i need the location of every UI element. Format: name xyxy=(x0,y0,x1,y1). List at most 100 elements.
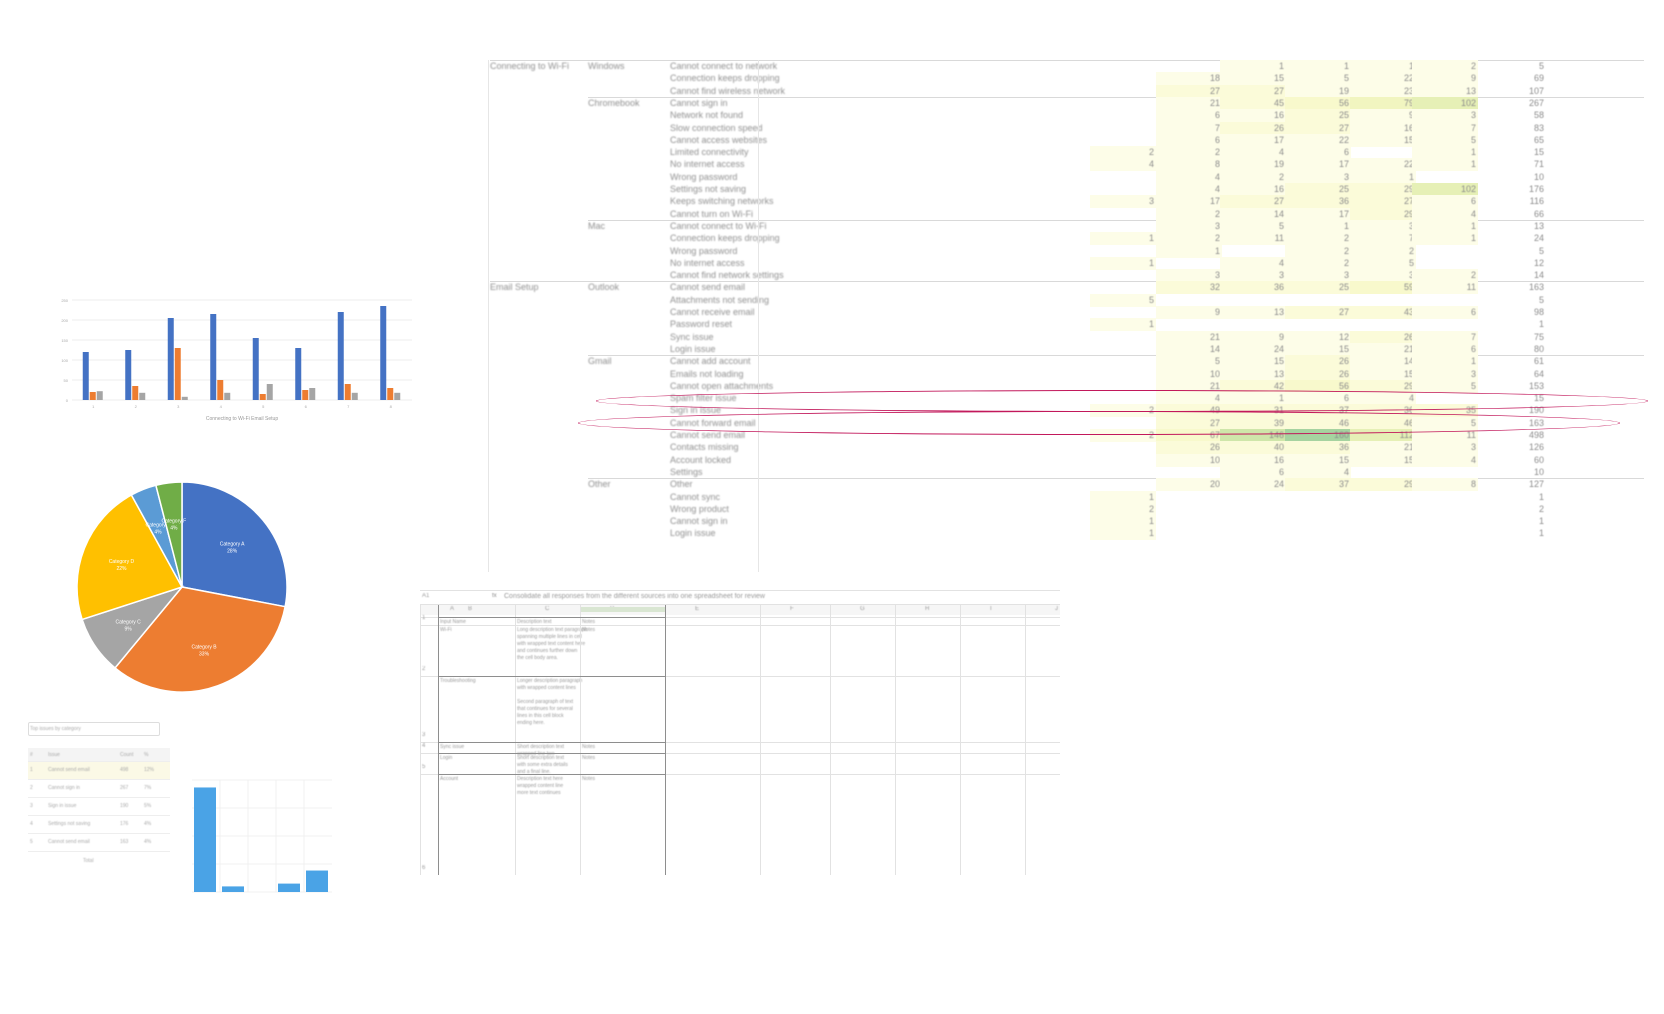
bar xyxy=(181,396,188,400)
pivot-value: 24 xyxy=(1533,233,1544,244)
pivot-row-label: Login issue xyxy=(670,343,716,354)
pivot-heat-cell xyxy=(1220,195,1286,209)
pivot-value: 14 xyxy=(1403,356,1414,367)
column-divider xyxy=(580,605,581,875)
pivot-value: 35 xyxy=(1465,405,1476,416)
pivot-heat-cell xyxy=(1350,232,1416,246)
pie-slice-label: Category F xyxy=(161,518,186,524)
pivot-value: 3 xyxy=(1470,110,1476,121)
summary-table-title: Top issues by category xyxy=(30,726,81,732)
bar xyxy=(167,318,174,400)
pivot-value: 6 xyxy=(1343,147,1349,158)
summary-cell: 5% xyxy=(144,803,152,809)
table-border xyxy=(438,774,665,775)
bar xyxy=(125,350,132,400)
pivot-subgroup-label: Mac xyxy=(588,220,606,231)
bar xyxy=(387,388,394,400)
summary-cell: Sign in issue xyxy=(48,803,77,809)
pivot-value: 26 xyxy=(1403,331,1414,342)
pivot-value: 5 xyxy=(1470,380,1476,391)
column-header-bar xyxy=(420,605,1060,615)
pivot-value: 14 xyxy=(1533,270,1544,281)
histogram-chart[interactable] xyxy=(188,770,338,905)
pie-slice-pct: 33% xyxy=(199,651,210,657)
pivot-heat-cell xyxy=(1220,269,1286,283)
pivot-value: 1 xyxy=(1470,220,1476,231)
cell-reference-box[interactable]: A1 xyxy=(422,593,430,599)
pie-slice-pct: 4% xyxy=(154,529,162,535)
bar-x-tick: 2 xyxy=(135,404,138,409)
pie-chart-canvas: Category A28% Category B33% Category C9% Ca… xyxy=(76,481,288,693)
column-header: F xyxy=(790,606,794,612)
pivot-heat-cell xyxy=(1285,306,1351,319)
pivot-value: 2 xyxy=(1470,61,1476,71)
pivot-value: 29 xyxy=(1403,380,1414,391)
pivot-value: 1 xyxy=(1148,233,1154,244)
pivot-value: 22 xyxy=(1403,73,1414,84)
pivot-value: 6 xyxy=(1470,196,1476,207)
pivot-value: 15 xyxy=(1338,454,1349,465)
pivot-row-label: Cannot send email xyxy=(670,282,746,293)
pivot-heat-cell xyxy=(1285,342,1351,356)
pivot-heat-cell xyxy=(1156,133,1222,147)
bar xyxy=(82,352,89,400)
pivot-divider xyxy=(588,478,1644,480)
pivot-row-label: No internet access xyxy=(670,159,745,170)
pivot-value: 13 xyxy=(1273,307,1284,317)
pivot-value: 36 xyxy=(1338,442,1349,453)
formula-bar[interactable]: Consolidate all responses from the diffe… xyxy=(504,593,765,600)
column-header: E xyxy=(695,606,700,612)
pivot-value: 43 xyxy=(1403,307,1414,317)
pivot-value: 11 xyxy=(1274,233,1284,244)
pivot-heat-cell xyxy=(1350,478,1416,492)
column-bar-chart[interactable]: 0 50 100 150 200 250 1 2 3 4 5 6 7 8 Connecting to Wi-… xyxy=(44,292,424,442)
pivot-divider xyxy=(588,355,1644,357)
pivot-value: 80 xyxy=(1533,343,1544,354)
pivot-group-label: Email Setup xyxy=(490,282,539,293)
column-divider xyxy=(515,605,516,875)
pivot-value: 29 xyxy=(1403,208,1414,219)
pivot-value: 17 xyxy=(1338,208,1349,219)
pivot-value: 27 xyxy=(1338,122,1349,133)
summary-header-cell: # xyxy=(30,752,33,758)
summary-cell: 12% xyxy=(144,767,155,773)
pivot-value: 3 xyxy=(1214,220,1220,231)
pivot-heat-cell xyxy=(1350,306,1416,319)
pivot-row-label: Cannot connect to Wi-Fi xyxy=(670,220,767,231)
pivot-value: 23 xyxy=(1403,85,1414,96)
bar-x-tick: 1 xyxy=(92,404,95,409)
pivot-heat-cell xyxy=(1285,109,1351,123)
pivot-heat-cell xyxy=(1285,146,1351,160)
pivot-heat-cell xyxy=(1285,379,1351,393)
pivot-value: 5 xyxy=(1214,356,1220,367)
pivot-heat-cell xyxy=(1156,330,1222,344)
pivot-value: 4 xyxy=(1470,454,1476,465)
hist-bar xyxy=(278,883,300,892)
pie-chart[interactable]: Category A 28% Category B 33% Category C 9% Ca… xyxy=(70,475,295,700)
pivot-heat-cell xyxy=(1350,379,1416,393)
column-divider xyxy=(895,605,896,875)
cell-c: Notes xyxy=(582,744,596,750)
bar xyxy=(217,380,224,400)
pivot-heat-cell xyxy=(1350,158,1416,172)
pivot-row-label: Sign in issue xyxy=(670,405,722,416)
pivot-heat-cell xyxy=(1412,195,1478,209)
pivot-value: 64 xyxy=(1533,368,1544,379)
pivot-value: 13 xyxy=(1465,85,1476,96)
summary-header-cell: Issue xyxy=(48,752,60,758)
selected-column-indicator xyxy=(580,607,665,612)
pivot-value: 65 xyxy=(1533,134,1544,145)
pivot-heat-cell xyxy=(1220,330,1286,344)
column-divider xyxy=(760,605,761,875)
pivot-row-label: Connection keeps dropping xyxy=(670,233,780,244)
bar xyxy=(394,392,401,400)
bar xyxy=(96,391,103,400)
pivot-heat-cell xyxy=(1285,367,1351,381)
pivot-value: 9 xyxy=(1214,307,1220,317)
pivot-heat-cell xyxy=(1285,244,1351,258)
pivot-value: 10 xyxy=(1209,368,1220,379)
pivot-heat-cell xyxy=(1156,232,1222,246)
pie-slice-pct: 9% xyxy=(125,627,133,633)
pivot-subgroup-label: Outlook xyxy=(588,282,620,293)
pivot-heat-cell xyxy=(1156,195,1222,209)
